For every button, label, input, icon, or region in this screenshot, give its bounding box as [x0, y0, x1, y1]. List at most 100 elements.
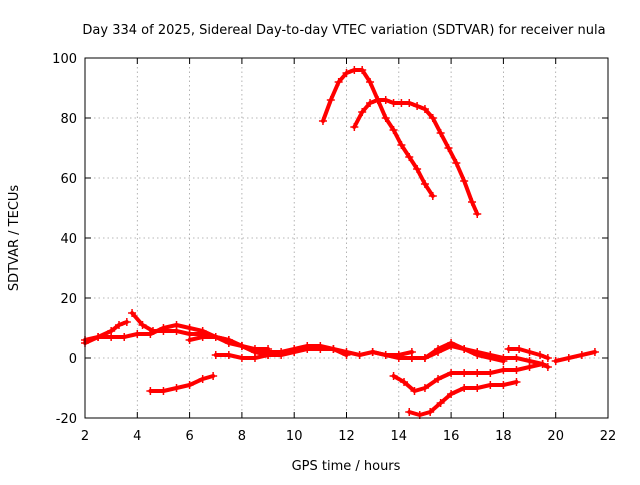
data-point [447, 342, 456, 350]
data-point [264, 351, 273, 359]
data-point [148, 327, 157, 335]
data-point [381, 114, 390, 122]
data-point [413, 165, 422, 173]
data-point [122, 318, 131, 326]
data-point [211, 351, 220, 359]
data-point [452, 159, 461, 167]
data-point [543, 354, 552, 362]
data-point [486, 369, 495, 377]
x-tick-label: 22 [600, 429, 617, 444]
data-point [428, 192, 437, 200]
data-point [290, 348, 299, 356]
x-tick-label: 18 [495, 429, 512, 444]
data-point [420, 384, 429, 392]
series-track-h [407, 342, 508, 365]
data-point [329, 345, 338, 353]
data-point [473, 351, 482, 359]
data-point [536, 351, 545, 359]
data-point [185, 381, 194, 389]
data-point [405, 99, 414, 107]
data-point [486, 354, 495, 362]
tick-layer: 2 4 6 8 10 12 14 16 18 20 22 -20 0 20 40 60 80 100 [52, 52, 616, 444]
y-tick-label: 0 [69, 352, 77, 367]
data-point [444, 144, 453, 152]
data-point [366, 99, 375, 107]
data-point [512, 378, 521, 386]
data-point [426, 408, 435, 416]
data-point [420, 354, 429, 362]
series-track-line [407, 380, 519, 417]
data-point [326, 96, 335, 104]
data-point [434, 348, 443, 356]
data-point [159, 387, 168, 395]
x-tick-label: 4 [133, 429, 141, 444]
x-tick-label: 14 [391, 429, 408, 444]
data-point [389, 99, 398, 107]
y-tick-label: -20 [56, 412, 77, 427]
y-tick-label: 80 [60, 112, 77, 127]
x-tick-label: 2 [81, 429, 89, 444]
data-point [350, 123, 359, 131]
series-track-i [389, 360, 547, 395]
data-point [405, 408, 414, 416]
data-point [460, 177, 469, 185]
data-point [237, 354, 246, 362]
data-point [410, 387, 419, 395]
data-point [389, 126, 398, 134]
data-point [368, 348, 377, 356]
x-tick-label: 6 [185, 429, 193, 444]
data-point [120, 333, 129, 341]
data-point [499, 381, 508, 389]
data-point [405, 153, 414, 161]
data-point [420, 180, 429, 188]
data-point [211, 333, 220, 341]
data-point [473, 210, 482, 218]
chart-title: Day 334 of 2025, Sidereal Day-to-day VTE… [82, 23, 605, 38]
data-point [397, 99, 406, 107]
data-point [138, 321, 147, 329]
x-tick-label: 8 [238, 429, 246, 444]
data-point [355, 351, 364, 359]
y-axis-label: SDTVAR / TECUs [7, 185, 22, 292]
data-point [394, 354, 403, 362]
data-point [389, 372, 398, 380]
data-point [590, 348, 599, 356]
data-point [460, 345, 469, 353]
data-point [428, 114, 437, 122]
data-point [420, 105, 429, 113]
x-tick-label: 16 [443, 429, 460, 444]
data-point [577, 351, 586, 359]
data-point [413, 102, 422, 110]
y-tick-label: 20 [60, 292, 77, 307]
data-point [146, 387, 155, 395]
data-point [316, 345, 325, 353]
data-point [94, 333, 103, 341]
data-point [460, 384, 469, 392]
data-point [486, 381, 495, 389]
data-point [128, 309, 137, 317]
data-point [334, 78, 343, 86]
data-point [515, 345, 524, 353]
data-point [397, 141, 406, 149]
data-point [358, 66, 367, 74]
series-track-arc-second [350, 96, 482, 218]
series-track-f [146, 372, 218, 395]
data-point [107, 327, 116, 335]
series-track-k [504, 345, 552, 362]
data-point [114, 321, 123, 329]
data-point [133, 330, 142, 338]
data-point [512, 366, 521, 374]
data-point [436, 129, 445, 137]
data-point [350, 66, 359, 74]
series-track-line [553, 350, 597, 363]
data-point [400, 378, 409, 386]
data-point [224, 336, 233, 344]
data-point [342, 69, 351, 77]
data-point [473, 369, 482, 377]
data-point [373, 96, 382, 104]
data-point [499, 357, 508, 365]
series-track-b [81, 318, 131, 347]
data-point [407, 354, 416, 362]
